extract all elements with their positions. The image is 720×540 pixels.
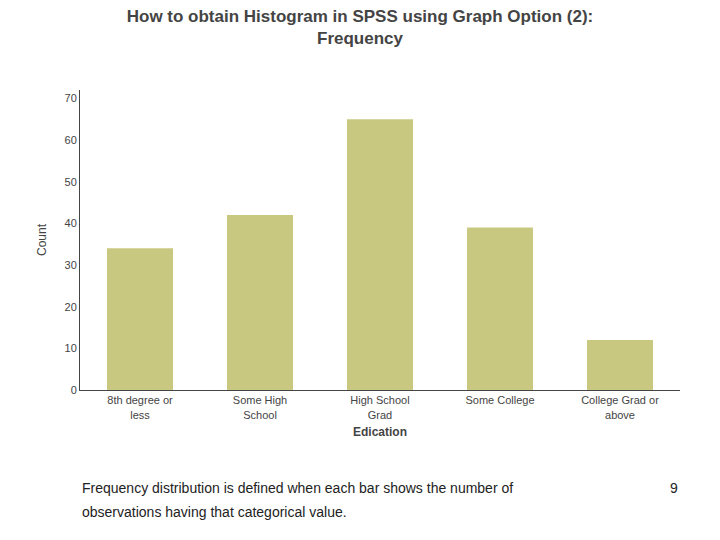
svg-text:Edication: Edication [353, 425, 407, 439]
svg-text:observations having that categ: observations having that categorical val… [82, 504, 347, 520]
svg-text:0: 0 [71, 384, 77, 396]
svg-text:How to obtain Histogram in SPS: How to obtain Histogram in SPSS using Gr… [127, 7, 594, 48]
svg-text:20: 20 [65, 301, 77, 313]
svg-text:College Grad orabove: College Grad orabove [581, 394, 659, 420]
svg-text:High SchoolGrad: High SchoolGrad [350, 394, 409, 420]
svg-text:8th degree orless: 8th degree orless [107, 394, 173, 420]
svg-text:Count: Count [35, 223, 49, 256]
svg-text:9: 9 [670, 480, 678, 496]
svg-text:30: 30 [65, 259, 77, 271]
svg-text:Some College: Some College [465, 394, 534, 406]
svg-text:Frequency distribution is defi: Frequency distribution is defined when e… [82, 480, 513, 496]
svg-text:60: 60 [65, 134, 77, 146]
svg-text:40: 40 [65, 217, 77, 229]
svg-text:50: 50 [65, 176, 77, 188]
svg-text:Some HighSchool: Some HighSchool [233, 394, 287, 420]
svg-text:10: 10 [65, 342, 77, 354]
svg-text:70: 70 [65, 92, 77, 104]
